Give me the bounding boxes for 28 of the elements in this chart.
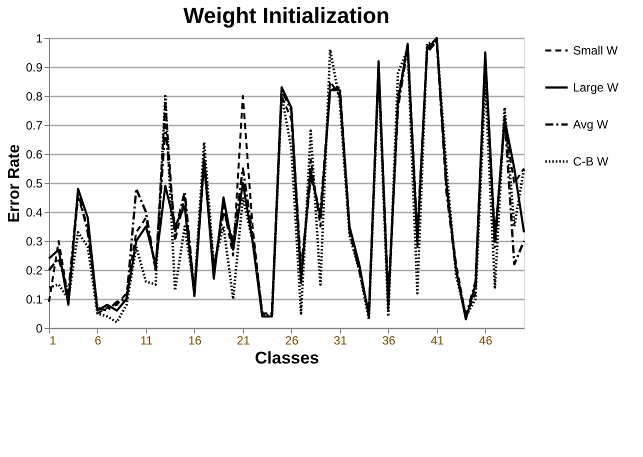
y-tick-label: 0.3 — [26, 234, 43, 248]
x-tick-label: 6 — [94, 334, 102, 348]
x-tick-label: 46 — [479, 334, 493, 348]
x-axis-title: Classes — [254, 348, 320, 368]
chart-title: Weight Initialization — [183, 3, 390, 28]
x-tick-label: 11 — [140, 334, 153, 348]
y-tick-label: 0.2 — [26, 264, 43, 278]
y-tick-label: 0.7 — [26, 118, 43, 132]
y-tick-label: 0.1 — [26, 292, 43, 306]
legend-label: Avg W — [573, 118, 609, 132]
legend-label: Small W — [573, 44, 618, 58]
y-tick-label: 0.5 — [26, 176, 43, 190]
y-tick-label: 0.8 — [26, 90, 43, 104]
y-tick-label: 0.6 — [26, 148, 43, 162]
legend-label: Large W — [573, 80, 620, 94]
x-tick-label: 26 — [285, 334, 299, 348]
y-tick-label: 0.4 — [26, 206, 43, 220]
x-tick-label: 21 — [236, 334, 250, 348]
x-tick-label: 41 — [430, 334, 444, 348]
x-tick-label: 1 — [50, 334, 56, 348]
x-tick-label: 31 — [334, 334, 348, 348]
y-axis-title: Error Rate — [6, 144, 23, 223]
x-tick-label: 36 — [382, 334, 396, 348]
y-tick-label: 0 — [36, 322, 43, 336]
y-tick-label: 1 — [36, 32, 43, 46]
y-tick-label: 0.9 — [26, 60, 43, 74]
legend-label: C-B W — [573, 154, 609, 168]
x-tick-label: 16 — [188, 334, 202, 348]
